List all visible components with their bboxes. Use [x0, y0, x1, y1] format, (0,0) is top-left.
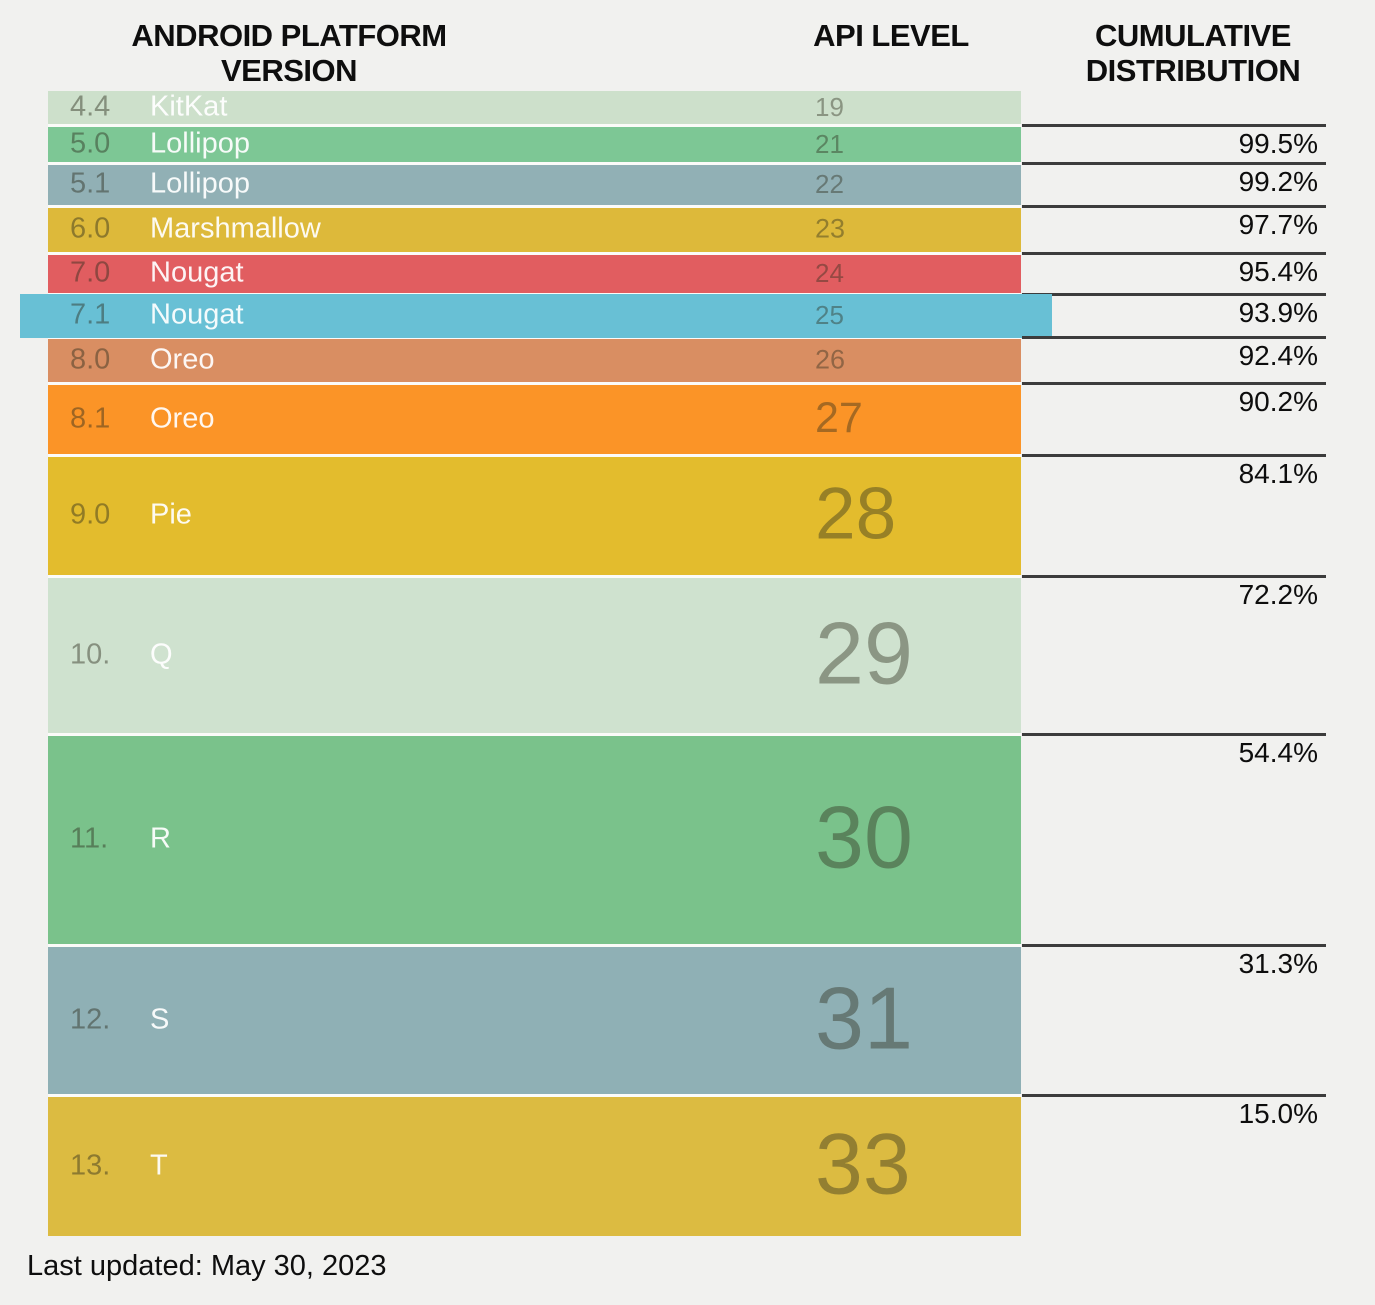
api-level-label: 33	[815, 1115, 911, 1212]
version-number-label: 8.1	[70, 402, 111, 435]
cumulative-percent-label: 31.3%	[1238, 948, 1318, 979]
version-number-label: 5.0	[70, 127, 111, 160]
cumulative-divider-line	[1022, 944, 1326, 947]
version-name-label: Nougat	[150, 298, 244, 331]
api-level-label: 29	[815, 602, 913, 702]
api-level-label: 22	[815, 169, 844, 200]
cumulative-percent-label: 90.2%	[1238, 386, 1318, 417]
cumulative-divider-line	[1022, 162, 1326, 165]
version-name-label: R	[150, 822, 171, 855]
version-name-label: Marshmallow	[150, 212, 321, 245]
version-row-api-19[interactable]: 4.4 KitKat 19	[48, 91, 1021, 124]
version-row-api-22[interactable]: 5.1 Lollipop 22	[48, 165, 1021, 205]
version-row-api-31[interactable]: 12. S 31	[48, 947, 1021, 1094]
api-level-label: 24	[815, 258, 844, 289]
last-updated-note: Last updated: May 30, 2023	[27, 1250, 387, 1282]
version-name-label: Nougat	[150, 256, 244, 289]
api-level-label: 30	[815, 787, 913, 887]
cumulative-percent-label: 72.2%	[1238, 579, 1318, 610]
version-row-api-33[interactable]: 13. T 33	[48, 1097, 1021, 1236]
version-row-api-21[interactable]: 5.0 Lollipop 21	[48, 127, 1021, 162]
version-number-label: 6.0	[70, 212, 111, 245]
version-row-api-27[interactable]: 8.1 Oreo 27	[48, 385, 1021, 454]
cumulative-percent-label: 99.2%	[1238, 166, 1318, 197]
version-row-api-29[interactable]: 10. Q 29	[48, 578, 1021, 733]
version-name-label: Oreo	[150, 402, 215, 435]
cumulative-divider-line	[1022, 382, 1326, 385]
version-number-label: 11.	[70, 822, 109, 855]
column-header-platform-version: ANDROID PLATFORM VERSION	[131, 18, 447, 88]
cumulative-percent-label: 54.4%	[1238, 737, 1318, 768]
api-level-label: 25	[815, 300, 844, 331]
version-number-label: 10.	[70, 638, 111, 671]
cumulative-percent-label: 97.7%	[1238, 209, 1318, 240]
version-number-label: 12.	[70, 1003, 111, 1036]
version-number-label: 9.0	[70, 498, 111, 531]
api-level-label: 28	[815, 473, 897, 555]
cumulative-percent-label: 93.9%	[1238, 297, 1318, 328]
cumulative-percent-label: 15.0%	[1238, 1098, 1318, 1129]
cumulative-divider-line	[1022, 293, 1326, 296]
column-header-cumulative-distribution: CUMULATIVE DISTRIBUTION	[1085, 18, 1301, 88]
cumulative-divider-line	[1022, 1094, 1326, 1097]
version-number-label: 4.4	[70, 90, 111, 123]
api-level-label: 27	[815, 393, 863, 442]
api-level-label: 21	[815, 128, 844, 159]
version-number-label: 7.1	[70, 298, 111, 331]
cumulative-divider-line	[1022, 575, 1326, 578]
version-number-label: 5.1	[70, 167, 111, 200]
version-number-label: 13.	[70, 1149, 111, 1182]
version-name-label: Oreo	[150, 343, 215, 376]
version-name-label: Q	[150, 638, 173, 671]
version-row-api-24[interactable]: 7.0 Nougat 24	[48, 255, 1021, 293]
version-name-label: Pie	[150, 498, 192, 531]
cumulative-percent-label: 95.4%	[1238, 256, 1318, 287]
version-name-label: Lollipop	[150, 127, 250, 160]
version-name-label: Lollipop	[150, 167, 250, 200]
cumulative-divider-line	[1022, 454, 1326, 457]
cumulative-percent-label: 92.4%	[1238, 340, 1318, 371]
version-name-label: S	[150, 1003, 170, 1036]
cumulative-percent-label: 99.5%	[1238, 128, 1318, 159]
version-number-label: 7.0	[70, 256, 111, 289]
api-level-label: 26	[815, 344, 846, 375]
version-row-api-30[interactable]: 11. R 30	[48, 736, 1021, 944]
version-row-api-26[interactable]: 8.0 Oreo 26	[48, 339, 1021, 382]
api-level-label: 19	[815, 91, 844, 122]
version-row-api-28[interactable]: 9.0 Pie 28	[48, 457, 1021, 575]
cumulative-percent-label: 84.1%	[1238, 458, 1318, 489]
cumulative-divider-line	[1022, 124, 1326, 127]
api-level-label: 31	[815, 967, 913, 1067]
cumulative-divider-line	[1022, 252, 1326, 255]
version-row-api-23[interactable]: 6.0 Marshmallow 23	[48, 208, 1021, 252]
cumulative-divider-line	[1022, 205, 1326, 208]
version-name-label: KitKat	[150, 90, 228, 123]
version-name-label: T	[150, 1149, 168, 1182]
cumulative-divider-line	[1022, 336, 1326, 339]
cumulative-divider-line	[1022, 733, 1326, 736]
column-header-api-level: API LEVEL	[813, 18, 969, 53]
version-row-api-25[interactable]: 7.1 Nougat 25	[20, 294, 1052, 338]
version-number-label: 8.0	[70, 343, 111, 376]
api-level-label: 23	[815, 213, 846, 244]
